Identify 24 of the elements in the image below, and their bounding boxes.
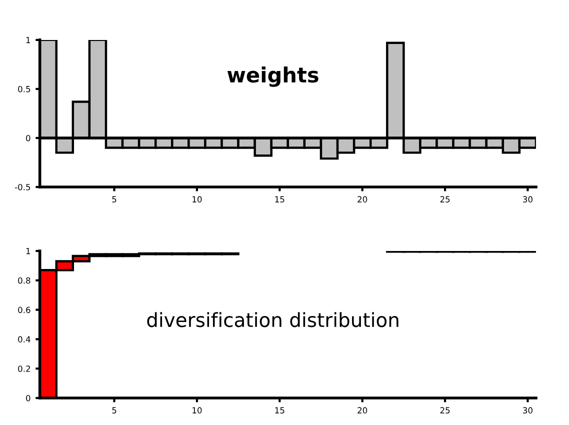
y-tick-label: 1 — [26, 37, 30, 44]
x-tick-label: 25 — [440, 407, 450, 414]
y-tick-label: 1 — [26, 248, 30, 254]
text: diversification distribution — [147, 312, 398, 328]
text: weights — [227, 66, 318, 87]
x-tick-label: 5 — [112, 196, 116, 202]
x-tick-label: 15 — [275, 407, 284, 414]
y-tick-label: 0.5 — [18, 86, 30, 92]
y-tick-label: 0 — [26, 134, 30, 142]
y-tick-label: 0.4 — [18, 336, 30, 342]
y-tick-label: 0.2 — [18, 366, 30, 372]
x-tick-label: 15 — [275, 196, 284, 202]
y-tick-label: -0.5 — [14, 184, 30, 190]
y-tick-label: 0.6 — [18, 306, 30, 314]
x-tick-label: 5 — [112, 407, 116, 414]
x-tick-label: 10 — [192, 407, 202, 414]
x-tick-label: 30 — [523, 196, 532, 202]
y-tick-label: 0.8 — [18, 277, 30, 284]
x-tick-label: 10 — [192, 196, 202, 202]
x-tick-label: 20 — [358, 407, 368, 414]
x-tick-label: 20 — [358, 196, 368, 202]
x-tick-label: 30 — [523, 407, 532, 414]
x-tick-label: 25 — [440, 196, 450, 202]
y-tick-label: 0 — [26, 394, 30, 402]
